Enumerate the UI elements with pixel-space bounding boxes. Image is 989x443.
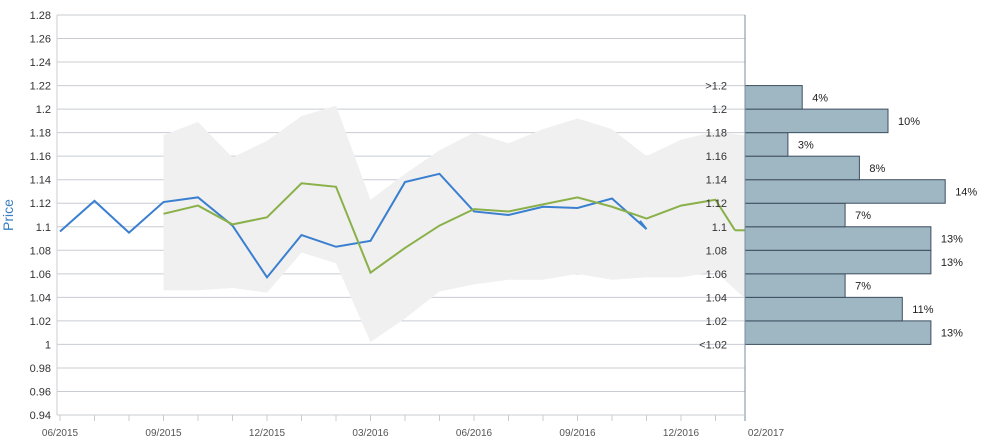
- x-tick-label: 09/2015: [145, 428, 182, 439]
- y-axis-label: Price: [0, 199, 16, 231]
- histogram-percent-label: 8%: [869, 163, 885, 175]
- histogram-percent-label: 7%: [855, 210, 871, 222]
- histogram-bar: [744, 132, 789, 157]
- histogram-bin-label: 1.06: [706, 269, 727, 281]
- y-tick-label: 1: [45, 339, 51, 351]
- histogram-bin-label: <1.02: [699, 339, 727, 351]
- y-tick-label: 0.96: [30, 386, 51, 398]
- histogram-percent-label: 7%: [855, 281, 871, 293]
- y-tick-label: 1.08: [30, 245, 51, 257]
- histogram-bin-label: 1.12: [706, 198, 727, 210]
- band-area: [163, 105, 750, 343]
- series-lines: [59, 172, 745, 280]
- y-tick-label: 1.16: [30, 151, 51, 163]
- histogram-bin-label: 1.1: [712, 222, 727, 234]
- histogram-percent-label: 3%: [798, 139, 814, 151]
- histogram-percent-label: 10%: [898, 116, 920, 128]
- histogram-bin-label: >1.2: [705, 81, 727, 93]
- histogram-bar: [744, 320, 932, 345]
- y-tick-label: 1.28: [30, 10, 51, 22]
- histogram-bin-label: 1.02: [706, 316, 727, 328]
- y-tick-label: 1.18: [30, 128, 51, 140]
- confidence-band: [163, 105, 750, 343]
- histogram-bar: [744, 85, 803, 110]
- series-line-2: [163, 182, 736, 275]
- histogram-percent-label: 13%: [941, 234, 963, 246]
- histogram-bin-label: 1.14: [706, 175, 727, 187]
- histogram-bar: [744, 273, 846, 298]
- x-tick-label: 03/2016: [352, 428, 389, 439]
- histogram-bar: [744, 249, 932, 275]
- histogram-percent-label: 11%: [912, 304, 933, 316]
- x-tick-label: 06/2015: [42, 428, 79, 439]
- histogram-bin-label: 1.16: [706, 151, 727, 163]
- histogram-bin-label: 1.18: [706, 128, 727, 140]
- y-tick-label: 0.98: [30, 363, 51, 375]
- x-tick-label: 02/2017: [748, 428, 785, 439]
- y-tick-label: 1.1: [36, 222, 51, 234]
- y-tick-label: 1.24: [30, 57, 51, 69]
- histogram-bar: [744, 202, 846, 228]
- histogram-percent-label: 4%: [812, 92, 828, 104]
- x-tick-label: 06/2016: [456, 428, 493, 439]
- histogram-bin-label: 1.08: [706, 245, 727, 257]
- y-axis: 0.94 0.96 0.98 1 1.02 1.04 1.06 1.08 1.1 1.12 1.14…: [30, 10, 746, 422]
- y-tick-label: 1.06: [30, 269, 51, 281]
- x-tick-label: 12/2015: [249, 428, 286, 439]
- y-tick-label: 1.22: [30, 81, 51, 93]
- histogram-bar: [744, 226, 932, 251]
- histogram-bar: [744, 296, 903, 322]
- histogram-bin-label: 1.2: [712, 104, 727, 116]
- histogram-bar: [744, 179, 946, 204]
- histogram-percent-label: 13%: [941, 257, 963, 269]
- histogram-bin-label: 1.04: [706, 292, 727, 304]
- y-tick-label: 1.2: [36, 104, 51, 116]
- histogram-percent-label: 13%: [941, 328, 963, 340]
- y-tick-label: 1.26: [30, 34, 51, 46]
- y-tick-label: 1.04: [30, 292, 51, 304]
- series-line-1: [59, 172, 648, 280]
- histogram-bar: [744, 108, 889, 134]
- histogram-percent-label: 14%: [955, 186, 977, 198]
- x-tick-label: 09/2016: [559, 428, 596, 439]
- y-tick-label: 1.14: [30, 175, 51, 187]
- x-axis: 06/2015 09/2015 12/2015 03/2016 06/2016 09/20…: [42, 414, 785, 439]
- histogram-bar: [744, 155, 860, 181]
- y-tick-label: 1.02: [30, 316, 51, 328]
- y-tick-label: 0.94: [30, 410, 51, 422]
- y-tick-label: 1.12: [30, 198, 51, 210]
- x-tick-label: 12/2016: [663, 428, 700, 439]
